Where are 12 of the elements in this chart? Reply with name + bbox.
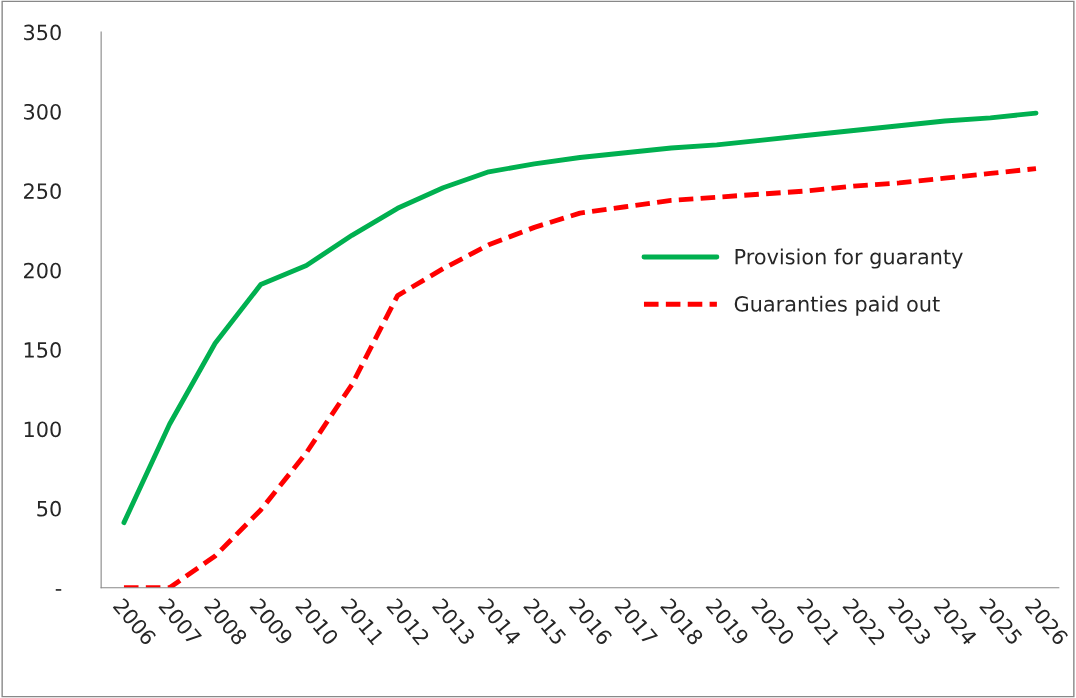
y-tick-label: 350	[24, 24, 61, 41]
y-tick-label: 250	[24, 183, 61, 200]
legend-label: Guaranties paid out	[734, 295, 940, 316]
y-tick-label: 300	[24, 103, 61, 120]
line-series	[121, 166, 1039, 588]
legend-label: Provision for guaranty	[735, 248, 963, 269]
line-series	[121, 110, 1039, 526]
y-tick-label: -	[55, 589, 62, 591]
y-tick-label: 150	[24, 342, 61, 358]
y-tick-label: 50	[37, 500, 61, 517]
y-tick-label: 200	[24, 262, 61, 279]
y-tick-label: 100	[24, 421, 61, 438]
